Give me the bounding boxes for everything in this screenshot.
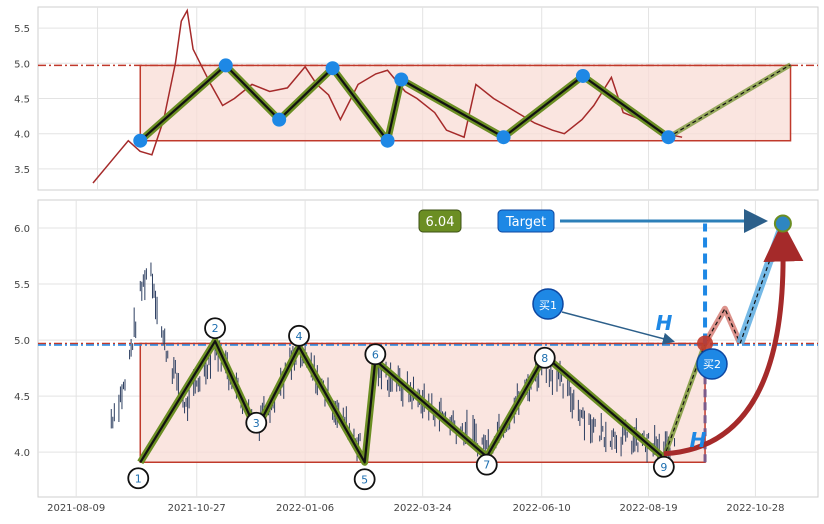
pivot-number-label: 5 [361,473,368,486]
top-y-axis: 3.5 4.0 4.5 5.0 5.5 [14,24,30,176]
top-pivot-point [496,130,511,145]
pivot-number-label: 6 [372,348,379,361]
top-pivot-point [394,72,409,87]
bottom-content: 1 2 3 4 5 6 7 8 9 [38,214,818,491]
pivot-number-label: 8 [541,352,548,365]
buy1-text: 买1 [539,299,557,312]
bottom-y-tick-label: 6.0 [14,224,30,235]
top-y-tick-label: 3.5 [14,165,30,176]
buy2-badge: 买2 [696,348,728,380]
bottom-y-axis: 4.0 4.5 5.0 5.5 6.0 [14,224,30,459]
pivot-number-label: 3 [253,417,260,430]
value-badge-text: 6.04 [426,215,455,230]
bottom-y-tick-label: 5.5 [14,280,30,291]
bottom-x-axis: 2021-08-09 2021-10-27 2022-01-06 2022-03-24… [47,503,784,514]
pullback-inner [704,307,741,344]
top-pivot-point [380,133,395,148]
bottom-x-tick-label: 2021-08-09 [47,503,105,514]
pivot-number-circle [245,411,268,434]
value-badge: 6.04 [418,209,462,233]
bottom-zigzag-inner [139,340,665,464]
bottom-y-tick-label: 4.5 [14,392,30,403]
bottom-y-tick-label: 4.0 [14,448,30,459]
pivot-number-circle [353,468,376,491]
pivot-number-circle [533,346,556,369]
top-pivot-point [325,61,340,76]
pivot-number-label: 7 [483,459,490,472]
breakout-marker [697,335,714,352]
pivot-number-label: 2 [212,322,219,335]
top-y-tick-label: 4.0 [14,130,30,141]
pivot-number-label: 4 [296,330,303,343]
top-y-tick-label: 5.5 [14,24,30,35]
pivot-number-label: 1 [135,472,142,485]
pivot-number-label: 9 [660,461,667,474]
pivot-number-circle [288,324,310,347]
top-price-line [92,8,683,184]
buy1-pointer [561,311,675,345]
top-y-tick-label: 5.0 [14,59,30,70]
target-badge: Target [497,209,555,233]
pivot-number-circle [475,453,498,476]
pivot-number-circle [652,455,675,478]
height-label-upper: H [656,311,673,335]
height-label-lower: H [690,428,707,452]
target-badge-text: Target [505,215,546,230]
bottom-x-tick-label: 2022-10-28 [726,503,784,514]
top-projection-inner [668,64,791,138]
target-marker [773,214,792,233]
bottom-panel: 4.0 4.5 5.0 5.5 6.0 2021-08-09 2021-10-27 2022… [14,199,819,514]
top-pivot-point [272,112,287,127]
bottom-x-tick-label: 2022-01-06 [276,503,334,514]
bottom-x-tick-label: 2022-08-19 [620,503,678,514]
top-pivot-point [575,68,590,83]
bottom-annotations: 6.04 Target H H 买1 买2 [418,209,768,452]
top-panel: 3.5 4.0 4.5 5.0 5.5 [14,6,819,191]
top-y-tick-label: 4.5 [14,95,30,106]
pivot-number-circle [204,317,226,340]
buy1-badge: 买1 [532,288,675,345]
bottom-x-tick-label: 2022-06-10 [513,503,571,514]
bottom-x-tick-label: 2021-10-27 [168,503,226,514]
bottom-y-tick-label: 5.0 [14,336,30,347]
top-pivot-point [133,133,148,148]
pivot-number-circle [364,343,387,366]
bottom-x-tick-label: 2022-03-24 [394,503,452,514]
curved-arrow [663,221,804,457]
top-pivot-point [661,130,676,145]
top-pivot-point [218,58,233,73]
pivot-number-circle [127,467,150,490]
top-content [38,8,818,184]
buy2-text: 买2 [703,358,721,371]
